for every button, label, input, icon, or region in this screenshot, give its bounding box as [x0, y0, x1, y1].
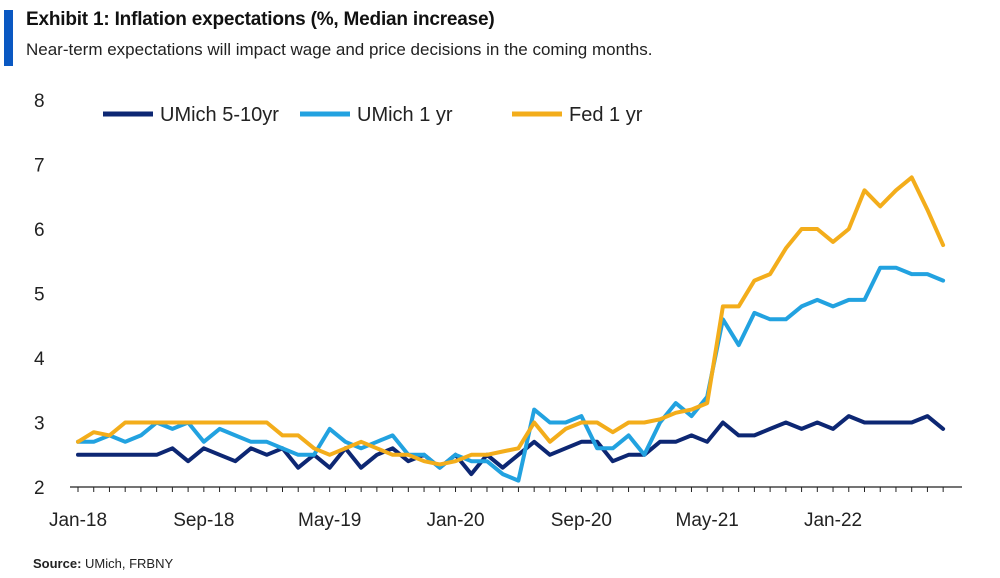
- series-line-fed-1-yr: [76, 175, 946, 467]
- y-tick-label-3: 3: [34, 414, 45, 435]
- series-line-umich-1-yr: [76, 265, 946, 483]
- x-tick-label-jan-18: Jan-18: [49, 510, 107, 531]
- y-tick-label-8: 8: [34, 91, 45, 112]
- series-line-umich-5-10yr: [76, 414, 946, 477]
- legend-label-umich-1-yr: UMich 1 yr: [357, 104, 453, 126]
- source-note: Source: UMich, FRBNY: [33, 556, 173, 571]
- y-tick-label-6: 6: [34, 220, 45, 241]
- accent-bar: [4, 10, 13, 66]
- legend: UMich 5-10yr UMich 1 yr Fed 1 yr: [103, 104, 643, 126]
- x-tick-label-may-21: May-21: [676, 510, 739, 531]
- x-tick-label-jan-22: Jan-22: [804, 510, 862, 531]
- legend-label-umich-5-10yr: UMich 5-10yr: [160, 104, 279, 126]
- y-tick-label-5: 5: [34, 285, 45, 306]
- source-text: UMich, FRBNY: [85, 556, 174, 571]
- y-tick-label-7: 7: [34, 156, 45, 177]
- x-tick-label-sep-18: Sep-18: [173, 510, 234, 531]
- chart-subtitle: Near-term expectations will impact wage …: [26, 40, 653, 59]
- x-tick-label-may-19: May-19: [298, 510, 361, 531]
- x-axis: Jan-18 Sep-18 May-19 Jan-20 Sep-20 May-21 Jan-…: [49, 486, 962, 531]
- source-label: Source:: [33, 556, 82, 571]
- x-tick-label-sep-20: Sep-20: [551, 510, 612, 531]
- x-tick-label-jan-20: Jan-20: [426, 510, 484, 531]
- chart-title: Exhibit 1: Inflation expectations (%, Me…: [26, 9, 495, 30]
- y-axis: 2 3 4 5 6 7 8: [34, 91, 45, 499]
- y-tick-label-2: 2: [34, 478, 45, 499]
- series-lines: [76, 175, 946, 483]
- y-tick-label-4: 4: [34, 349, 45, 370]
- legend-label-fed-1-yr: Fed 1 yr: [569, 104, 643, 126]
